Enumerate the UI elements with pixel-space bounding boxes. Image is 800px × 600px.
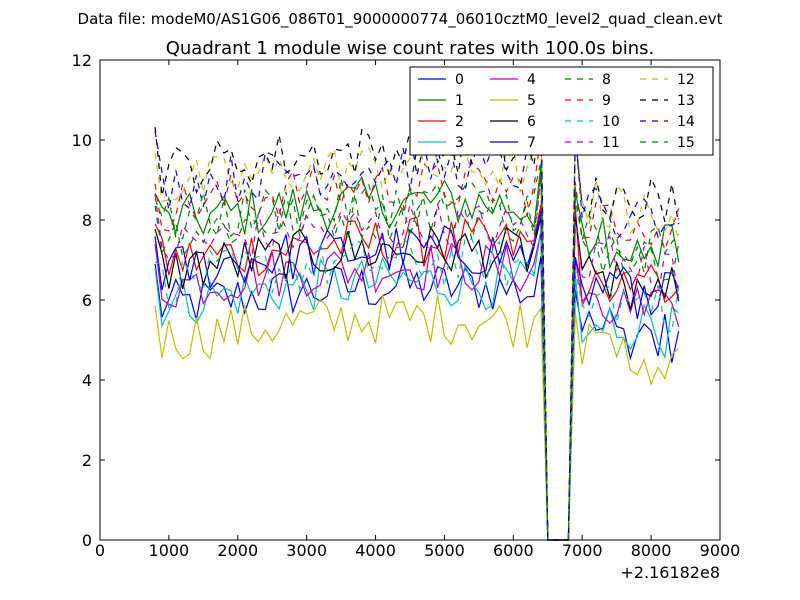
series-line-8: [154, 176, 680, 541]
x-tick-label: 4000: [355, 541, 396, 560]
series-line-14: [154, 119, 680, 541]
legend-label-1: 1: [455, 93, 464, 109]
series-line-15: [154, 161, 680, 541]
y-tick-label: 6: [82, 291, 92, 310]
y-tick-label: 8: [82, 211, 92, 230]
chart-suptitle: Data file: modeM0/AS1G06_086T01_90000007…: [78, 10, 723, 29]
series-line-7: [154, 210, 680, 541]
x-tick-label: 7000: [562, 541, 603, 560]
x-tick-label: 6000: [493, 541, 534, 560]
series-line-6: [154, 215, 680, 541]
chart-title: Quadrant 1 module wise count rates with …: [166, 38, 655, 59]
x-tick-label: 3000: [286, 541, 327, 560]
legend-label-14: 14: [677, 114, 695, 130]
legend-label-3: 3: [455, 135, 464, 151]
legend-label-4: 4: [527, 72, 536, 88]
legend-box: [409, 66, 714, 156]
x-tick-label: 1000: [149, 541, 190, 560]
y-tick-label: 0: [82, 531, 92, 550]
x-tick-label: 5000: [424, 541, 465, 560]
y-tick-label: 4: [82, 371, 92, 390]
series-line-12: [154, 110, 680, 541]
legend-label-15: 15: [677, 135, 695, 151]
x-offset-label: +2.16182e8: [620, 563, 720, 582]
series-line-5: [154, 294, 680, 541]
legend-label-11: 11: [602, 135, 620, 151]
legend-label-6: 6: [527, 114, 536, 130]
series-line-13: [154, 101, 680, 541]
series-line-2: [154, 204, 680, 541]
legend-label-10: 10: [602, 114, 620, 130]
y-tick-label: 10: [72, 131, 92, 150]
series-line-3: [154, 230, 680, 541]
series-line-9: [154, 135, 680, 541]
x-tick-label: 2000: [217, 541, 258, 560]
legend-label-2: 2: [455, 114, 464, 130]
series-line-0: [154, 255, 680, 541]
series-line-1: [154, 165, 680, 541]
legend-label-0: 0: [455, 72, 464, 88]
ticks-layer: 0 1000 2000 3000 4000 5000 6000 7000 8000 9000 0 2 4…: [72, 51, 741, 560]
series-line-10: [154, 229, 680, 541]
x-tick-label: 8000: [631, 541, 672, 560]
legend-label-5: 5: [527, 93, 536, 109]
y-tick-label: 2: [82, 451, 92, 470]
legend-label-7: 7: [527, 135, 536, 151]
legend-label-8: 8: [602, 72, 611, 88]
legend-label-13: 13: [677, 93, 695, 109]
legend-label-9: 9: [602, 93, 611, 109]
legend-label-12: 12: [677, 72, 695, 88]
y-tick-label: 12: [72, 51, 92, 70]
series-layer: [154, 101, 680, 541]
x-tick-label: 0: [95, 541, 105, 560]
x-tick-label: 9000: [700, 541, 741, 560]
